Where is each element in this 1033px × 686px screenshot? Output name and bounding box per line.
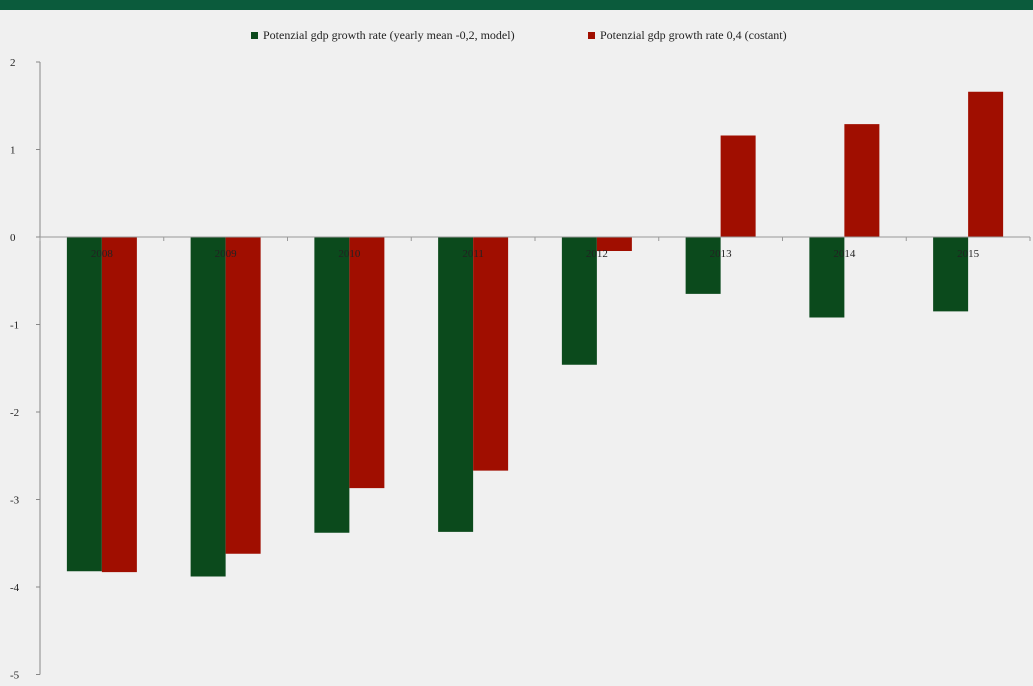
y-tick-label: 0 (10, 232, 16, 244)
x-tick-label: 2008 (91, 248, 114, 260)
y-tick-label: 2 (10, 57, 16, 69)
bar-model-2008 (66, 237, 102, 572)
legend-item-constant: Potenzial gdp growth rate 0,4 (costant) (588, 28, 787, 43)
x-tick-label: 2011 (462, 248, 484, 260)
legend-swatch-model (251, 32, 258, 39)
y-tick-label: -1 (10, 320, 19, 332)
header-bar (0, 0, 1033, 10)
bar-constant-2011 (473, 237, 509, 471)
bar-constant-2008 (101, 237, 137, 573)
y-tick-label: -5 (10, 670, 20, 682)
x-tick-label: 2012 (586, 248, 608, 260)
x-tick-label: 2010 (338, 248, 361, 260)
bar-constant-2012 (596, 237, 632, 251)
bar-constant-2014 (844, 124, 880, 237)
x-tick-label: 2009 (215, 248, 238, 260)
y-tick-label: 1 (10, 145, 16, 157)
legend: Potenzial gdp growth rate (yearly mean -… (0, 28, 1033, 44)
legend-item-model: Potenzial gdp growth rate (yearly mean -… (251, 28, 515, 43)
x-tick-label: 2014 (833, 248, 856, 260)
bar-model-2015 (933, 237, 969, 312)
bar-model-2011 (438, 237, 474, 532)
y-tick-label: -2 (10, 407, 19, 419)
bar-constant-2013 (720, 135, 756, 237)
bar-model-2010 (314, 237, 350, 533)
bar-model-2009 (190, 237, 226, 577)
y-tick-label: -3 (10, 495, 20, 507)
bar-model-2013 (685, 237, 721, 294)
legend-label-constant: Potenzial gdp growth rate 0,4 (costant) (600, 28, 787, 42)
legend-label-model: Potenzial gdp growth rate (yearly mean -… (263, 28, 515, 42)
y-tick-label: -4 (10, 582, 20, 594)
bar-model-2014 (809, 237, 845, 318)
legend-swatch-constant (588, 32, 595, 39)
bar-constant-2010 (349, 237, 385, 489)
bar-constant-2009 (225, 237, 261, 554)
bar-constant-2015 (968, 91, 1004, 237)
bar-model-2012 (561, 237, 597, 365)
x-tick-label: 2015 (957, 248, 980, 260)
x-tick-label: 2013 (710, 248, 733, 260)
